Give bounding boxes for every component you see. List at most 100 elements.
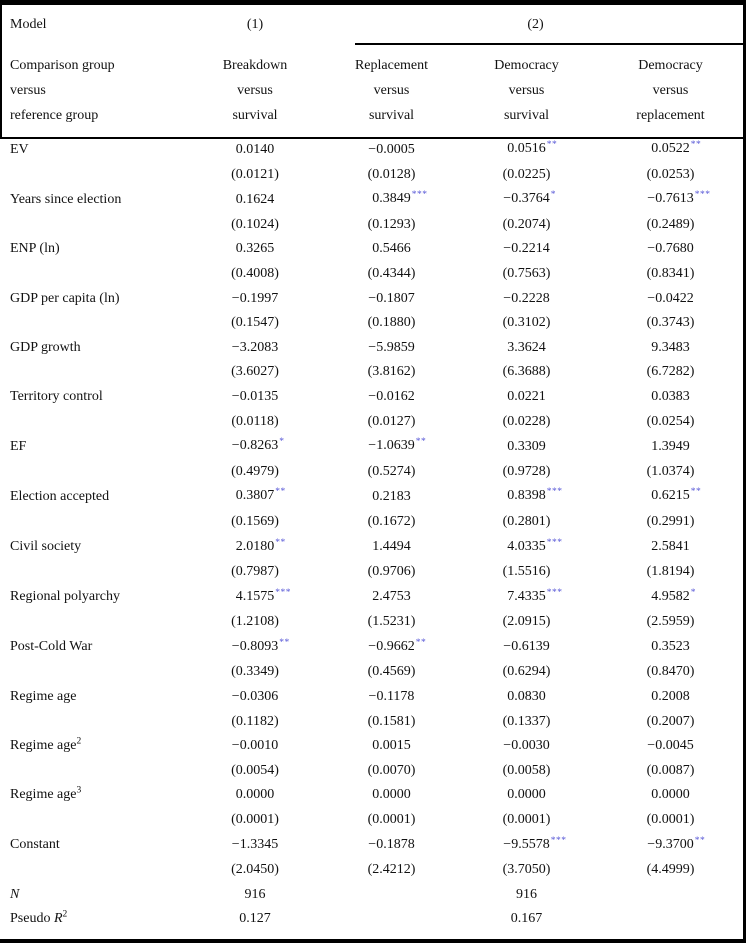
standard-error-cell: (2.0450) bbox=[231, 862, 279, 878]
coefficient-cell: −0.0045 bbox=[647, 738, 694, 754]
row-label: Regime age2 bbox=[10, 736, 82, 754]
coefficient-cell: 1.3949 bbox=[651, 438, 690, 454]
coefficient-cell: −0.0005 bbox=[368, 141, 415, 157]
standard-error-cell: (0.0001) bbox=[367, 812, 416, 828]
coefficient-row: Election accepted 0.3807** 0.2183 0.8398***… bbox=[0, 484, 746, 510]
standard-error-row: (0.4979) (0.5274) (0.9728) (1.0374) bbox=[0, 460, 746, 485]
standard-error-row: (0.0118) (0.0127) (0.0228) (0.0254) bbox=[0, 410, 746, 435]
standard-error-cell: (0.0253) bbox=[646, 166, 695, 182]
header-line: replacement bbox=[636, 108, 705, 123]
standard-error-cell: (0.0001) bbox=[646, 812, 695, 828]
table-left-border bbox=[0, 0, 2, 139]
row-label-empty bbox=[0, 759, 185, 784]
coefficient-cell: 7.4335*** bbox=[507, 587, 563, 604]
standard-error-cell: (0.1182) bbox=[231, 713, 279, 729]
coefficient-cell: 0.1624 bbox=[235, 191, 275, 207]
standard-error-cell: (1.0374) bbox=[646, 463, 695, 479]
model-header-row: Model (1) (2) bbox=[0, 5, 746, 44]
standard-error-row: (0.1024) (0.1293) (0.2074) (0.2489) bbox=[0, 213, 746, 238]
coefficient-cell: 0.2183 bbox=[372, 488, 411, 504]
stat-cell bbox=[325, 907, 458, 932]
coefficient-cell: 9.3483 bbox=[651, 339, 690, 355]
coefficient-row: Regime age3 0.0000 0.0000 0.0000 0.0000 bbox=[0, 783, 746, 808]
standard-error-cell: (0.7563) bbox=[502, 265, 551, 281]
standard-error-cell: (0.8470) bbox=[646, 664, 695, 680]
row-label-empty bbox=[0, 360, 185, 385]
standard-error-row: (0.4008) (0.4344) (0.7563) (0.8341) bbox=[0, 262, 746, 287]
coefficient-cell: −0.8263* bbox=[231, 437, 285, 454]
standard-error-row: (2.0450) (2.4212) (3.7050) (4.4999) bbox=[0, 858, 746, 883]
coefficient-cell: −0.1878 bbox=[368, 837, 415, 853]
table-bottom-border bbox=[0, 939, 746, 943]
standard-error-row: (0.7987) (0.9706) (1.5516) (1.8194) bbox=[0, 560, 746, 585]
standard-error-cell: (0.2007) bbox=[646, 713, 695, 729]
row-label-empty bbox=[0, 560, 185, 585]
standard-error-cell: (0.1672) bbox=[367, 513, 416, 529]
model-1-header: (1) bbox=[246, 16, 264, 32]
coefficient-cell: 0.2008 bbox=[651, 689, 690, 705]
row-label: Civil society bbox=[10, 539, 82, 554]
model-label: Model bbox=[10, 16, 47, 32]
row-label: Years since election bbox=[10, 191, 122, 207]
standard-error-row: (0.3349) (0.4569) (0.6294) (0.8470) bbox=[0, 660, 746, 685]
coefficient-cell: −0.0030 bbox=[503, 738, 550, 754]
row-label: Regime age bbox=[10, 689, 77, 705]
coefficient-row: Civil society 2.0180** 1.4494 4.0335*** 2.58… bbox=[0, 535, 746, 561]
coefficient-row: ENP (ln) 0.3265 0.5466 −0.2214 −0.7680 bbox=[0, 237, 746, 262]
stat-cell: 0.167 bbox=[510, 911, 543, 927]
header-line: Breakdown bbox=[222, 58, 288, 73]
coefficient-cell: −5.9859 bbox=[368, 339, 415, 355]
coefficient-cell: 0.0140 bbox=[235, 141, 275, 157]
standard-error-cell: (0.8341) bbox=[646, 265, 695, 281]
row-label-empty bbox=[0, 710, 185, 735]
standard-error-row: (0.0054) (0.0070) (0.0058) (0.0087) bbox=[0, 759, 746, 784]
column-header-replacement-vs-survival: Replacement versus survival bbox=[325, 44, 458, 137]
coefficient-cell: 0.3807** bbox=[235, 487, 286, 504]
stat-cell: 916 bbox=[244, 886, 266, 902]
column-header-democracy-vs-replacement: Democracy versus replacement bbox=[595, 44, 746, 137]
stat-label: N bbox=[10, 886, 20, 902]
row-label: Constant bbox=[10, 837, 60, 853]
coefficient-cell: −0.1807 bbox=[368, 290, 415, 306]
coefficient-cell: −9.3700** bbox=[647, 835, 706, 852]
stat-row: Pseudo R2 0.127 0.167 bbox=[0, 907, 746, 932]
standard-error-cell: (0.3102) bbox=[502, 315, 551, 331]
coefficient-cell: −0.0135 bbox=[231, 388, 279, 404]
standard-error-cell: (0.2801) bbox=[502, 513, 551, 529]
standard-error-cell: (3.7050) bbox=[502, 862, 551, 878]
header-line: reference group bbox=[10, 108, 99, 123]
column-header-democracy-vs-survival: Democracy versus survival bbox=[458, 44, 595, 137]
standard-error-row: (0.1547) (0.1880) (0.3102) (0.3743) bbox=[0, 311, 746, 336]
standard-error-cell: (0.0118) bbox=[231, 413, 279, 429]
coefficient-cell: −0.7680 bbox=[647, 241, 694, 257]
header-line: survival bbox=[503, 108, 550, 123]
row-label: Regional polyarchy bbox=[10, 589, 121, 605]
row-label-empty bbox=[0, 808, 185, 833]
row-label-empty bbox=[0, 410, 185, 435]
standard-error-row: (0.0001) (0.0001) (0.0001) (0.0001) bbox=[0, 808, 746, 833]
coefficient-cell: 0.0000 bbox=[507, 787, 546, 803]
coefficient-cell: −0.6139 bbox=[503, 639, 550, 655]
stat-cell bbox=[595, 883, 746, 908]
coefficient-cell: 0.3523 bbox=[651, 639, 690, 655]
standard-error-cell: (2.5959) bbox=[646, 614, 695, 630]
coefficient-cell: 0.3849*** bbox=[372, 190, 428, 207]
row-label-empty bbox=[0, 660, 185, 685]
standard-error-cell: (0.1293) bbox=[367, 216, 416, 232]
standard-error-row: (3.6027) (3.8162) (6.3688) (6.7282) bbox=[0, 360, 746, 385]
standard-error-cell: (0.4008) bbox=[231, 265, 279, 281]
coefficient-cell: 0.6215** bbox=[651, 487, 702, 504]
standard-error-cell: (0.1880) bbox=[367, 315, 416, 331]
standard-error-cell: (2.4212) bbox=[367, 862, 416, 878]
coefficient-cell: 0.0000 bbox=[372, 787, 411, 803]
coefficient-cell: 0.0000 bbox=[235, 787, 275, 803]
coefficient-cell: 2.5841 bbox=[651, 539, 690, 554]
row-label: Territory control bbox=[10, 388, 103, 404]
coefficient-row: Territory control −0.0135 −0.0162 0.0221 0.0… bbox=[0, 385, 746, 410]
coefficient-row: Constant −1.3345 −0.1878 −9.5578*** −9.3700*… bbox=[0, 833, 746, 859]
row-label: GDP per capita (ln) bbox=[10, 290, 120, 306]
coefficient-cell: −0.1178 bbox=[368, 689, 415, 705]
coefficient-cell: 0.0383 bbox=[651, 388, 690, 404]
standard-error-cell: (0.1581) bbox=[367, 713, 416, 729]
coefficient-cell: 0.0516** bbox=[507, 140, 558, 156]
